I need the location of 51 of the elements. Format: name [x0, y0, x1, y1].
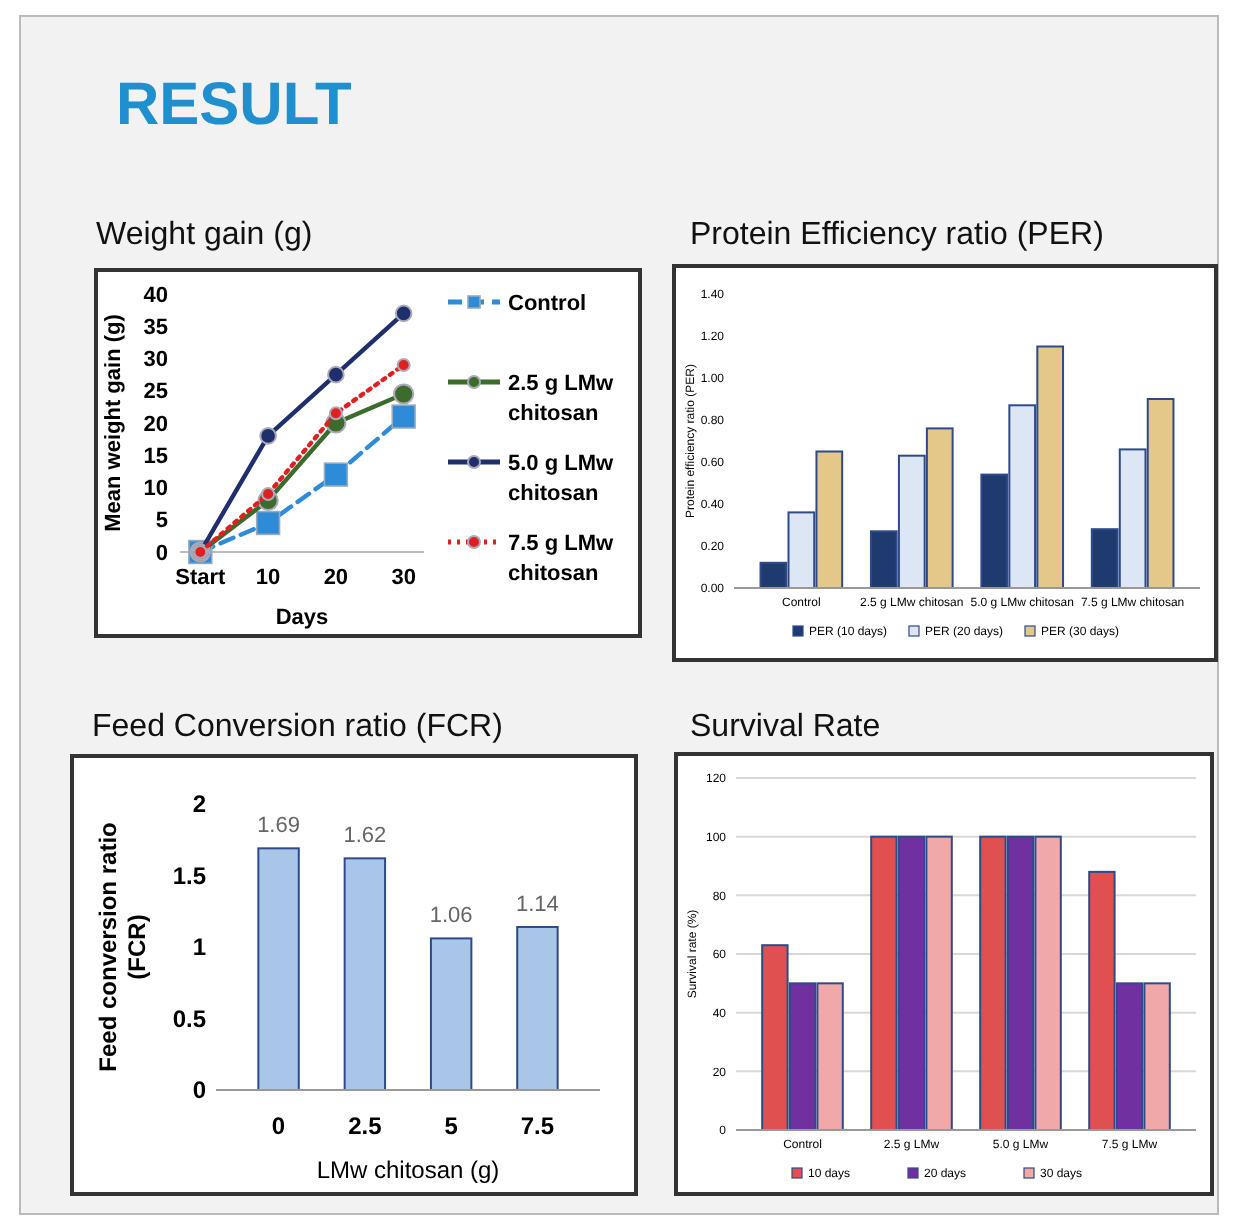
- y-tick-label: 5: [155, 509, 168, 534]
- y-tick-label: 0.5: [172, 1004, 207, 1033]
- y-axis-title: Mean weight gain (g): [102, 313, 126, 532]
- y-tick-label: 1.5: [172, 861, 207, 890]
- point: [259, 427, 277, 445]
- point: [391, 404, 416, 429]
- y-tick-label: 40: [143, 283, 168, 308]
- point: [327, 365, 345, 384]
- x-tick-label: 20: [323, 566, 349, 590]
- data-label: 1.69: [257, 814, 300, 839]
- x-axis-title: Days: [275, 606, 329, 630]
- x-tick-label: 0: [271, 1112, 286, 1140]
- y-tick-label: 25: [143, 380, 168, 405]
- chart-title: Protein Efficiency ratio (PER): [690, 218, 1104, 252]
- bar: [343, 857, 387, 1091]
- legend-label: Control: [508, 291, 587, 316]
- data-label: 1.14: [516, 892, 559, 917]
- x-tick-label: 5: [444, 1112, 459, 1140]
- data-label: 1.62: [343, 824, 387, 849]
- y-tick-label: 2: [192, 790, 207, 819]
- x-tick-label: 7.5: [520, 1112, 555, 1140]
- bar: [257, 847, 300, 1091]
- point: [396, 357, 411, 372]
- bar: [429, 937, 473, 1091]
- y-tick-label: 1: [192, 933, 207, 962]
- bar: [516, 925, 559, 1091]
- y-tick-label: 35: [143, 315, 168, 340]
- point: [394, 304, 413, 323]
- x-axis-title: LMw chitosan (g): [316, 1156, 500, 1184]
- point: [255, 510, 281, 536]
- y-tick-label: 0: [155, 541, 168, 566]
- point: [323, 462, 349, 487]
- legend-label: 2.5 g LMw chitosan: [508, 371, 615, 426]
- y-tick-label: 30: [143, 348, 168, 373]
- x-tick-label: 30: [391, 566, 416, 590]
- point: [328, 406, 343, 421]
- data-label: 1.06: [429, 904, 473, 929]
- y-tick-label: 0: [192, 1076, 207, 1105]
- y-tick-label: 20: [143, 412, 168, 437]
- chart-title: Feed Conversion ratio (FCR): [92, 710, 503, 744]
- y-tick-label: 10: [143, 477, 168, 502]
- x-tick-label: 10: [255, 566, 281, 590]
- y-axis-title: Feed conversion ratio (FCR): [94, 822, 151, 1072]
- x-tick-label: 2.5: [348, 1112, 383, 1140]
- chart-title: Survival Rate: [690, 710, 881, 744]
- legend-label: 5.0 g LMw chitosan: [508, 451, 615, 506]
- text: RESULT: [116, 72, 352, 138]
- point: [393, 383, 415, 405]
- chart-title: Weight gain (g): [96, 218, 313, 252]
- x-tick-label: Start: [175, 566, 227, 590]
- y-tick-label: 15: [143, 444, 168, 469]
